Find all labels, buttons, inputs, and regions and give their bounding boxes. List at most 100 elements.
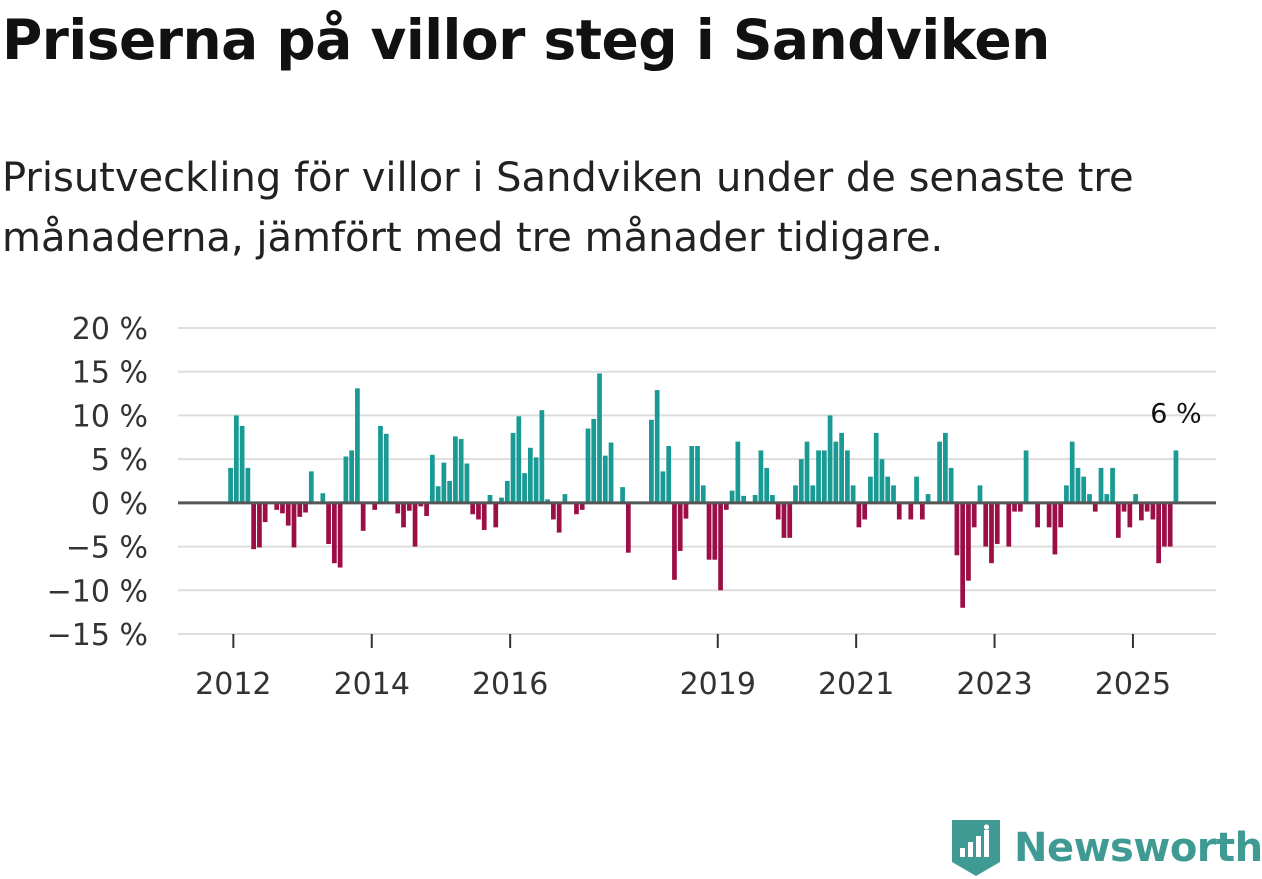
bar xyxy=(821,450,827,503)
bar xyxy=(850,485,856,503)
bar xyxy=(683,502,689,519)
bar xyxy=(706,502,712,560)
x-tick-label: 2016 xyxy=(472,667,548,702)
bar xyxy=(1150,502,1156,520)
bar xyxy=(360,502,366,531)
bar xyxy=(470,502,476,515)
bar xyxy=(337,502,343,568)
bar xyxy=(262,502,268,523)
bar xyxy=(1133,494,1138,503)
bar xyxy=(1046,502,1052,528)
bar xyxy=(476,502,481,520)
bar xyxy=(839,432,844,503)
bar xyxy=(649,419,654,503)
bar xyxy=(239,425,245,503)
bar xyxy=(453,436,458,503)
bar xyxy=(862,502,868,520)
bar xyxy=(787,502,793,538)
bar xyxy=(896,502,902,520)
bar xyxy=(1064,485,1069,503)
bar xyxy=(1006,502,1012,547)
bar xyxy=(677,502,683,551)
bar xyxy=(1162,502,1167,547)
y-tick-label: 15 % xyxy=(72,356,148,391)
bar-chart: 20 %15 %10 %5 %0 %−5 %−10 %−15 % 2012 201… xyxy=(47,312,1216,702)
bar xyxy=(429,454,435,503)
bar xyxy=(827,415,833,503)
bar xyxy=(418,502,424,507)
last-value-label: 6 % xyxy=(1150,398,1201,429)
bar xyxy=(602,455,608,503)
bar xyxy=(994,502,1000,544)
bar xyxy=(983,502,989,547)
bar xyxy=(1156,502,1162,564)
brand-logo: Newsworthy xyxy=(950,818,1262,878)
x-tick-label: 2019 xyxy=(680,667,756,702)
bar xyxy=(775,502,781,520)
bar xyxy=(441,462,447,503)
bar xyxy=(378,425,383,503)
bar xyxy=(527,447,533,503)
bar xyxy=(833,441,839,503)
bar xyxy=(1012,502,1017,512)
bar xyxy=(343,456,349,503)
bar xyxy=(487,494,493,503)
bar xyxy=(914,476,919,503)
bar xyxy=(885,476,891,503)
bar xyxy=(1035,502,1040,528)
x-axis-ticks: 2012 2014 2016 2019 2021 2023 2025 xyxy=(195,634,1171,702)
bar xyxy=(873,432,879,503)
annotations: 6 % xyxy=(1150,398,1201,429)
bar xyxy=(660,471,666,503)
bar xyxy=(1017,502,1023,512)
bar xyxy=(516,416,522,503)
bar xyxy=(977,485,983,503)
y-tick-label: −10 % xyxy=(47,574,148,609)
x-tick-label: 2014 xyxy=(334,667,410,702)
bar xyxy=(723,502,729,510)
bar xyxy=(1173,450,1179,503)
bar xyxy=(1139,502,1144,521)
bar xyxy=(510,432,516,503)
bar xyxy=(574,502,579,515)
bar xyxy=(798,459,804,503)
x-tick-label: 2023 xyxy=(956,667,1032,702)
y-tick-label: 20 % xyxy=(72,312,148,347)
bar xyxy=(545,499,550,503)
bar xyxy=(1115,502,1121,538)
bar xyxy=(1104,494,1110,503)
bar xyxy=(666,446,672,503)
bar xyxy=(620,487,625,503)
y-tick-label: 5 % xyxy=(91,443,148,478)
y-tick-label: 10 % xyxy=(72,399,148,434)
bar xyxy=(504,481,510,503)
bar xyxy=(1167,502,1173,547)
chart-subtitle: Prisutveckling för villor i Sandviken un… xyxy=(2,155,1134,261)
bar xyxy=(458,439,464,503)
y-tick-label: −5 % xyxy=(66,531,148,566)
bar xyxy=(493,502,499,528)
bar xyxy=(499,497,504,503)
y-tick-label: −15 % xyxy=(47,618,148,653)
bar xyxy=(741,495,746,503)
bar xyxy=(908,502,914,520)
bar xyxy=(712,502,718,560)
bar xyxy=(1069,441,1075,503)
bar xyxy=(856,502,862,528)
bar xyxy=(297,502,303,517)
bar xyxy=(233,415,239,503)
bar xyxy=(412,502,418,547)
bar xyxy=(551,502,556,520)
newsworthy-logo-icon xyxy=(952,820,1000,876)
chart-title: Priserna på villor steg i Sandviken xyxy=(2,8,1050,72)
bar xyxy=(948,467,954,503)
bar xyxy=(700,485,706,503)
bar xyxy=(257,502,262,548)
bar xyxy=(228,467,233,503)
bar xyxy=(464,463,470,503)
bar xyxy=(585,428,591,503)
bar xyxy=(816,450,821,503)
bar xyxy=(355,388,360,503)
bar xyxy=(868,476,873,503)
bar xyxy=(608,442,614,503)
